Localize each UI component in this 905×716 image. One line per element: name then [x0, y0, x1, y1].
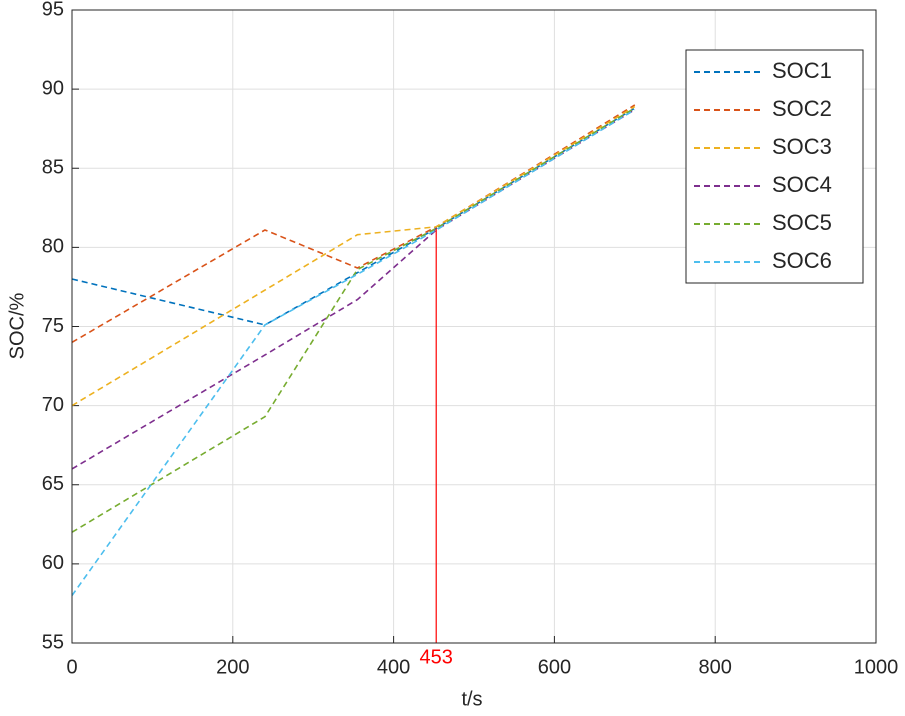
x-tick-label: 800 [699, 656, 732, 678]
y-tick-label: 55 [42, 631, 64, 653]
x-tick-label: 400 [377, 656, 410, 678]
y-tick-label: 80 [42, 236, 64, 258]
series-line [71, 107, 636, 533]
y-tick-label: 95 [42, 0, 64, 20]
legend-label: SOC4 [772, 172, 832, 197]
legend-label: SOC3 [772, 134, 832, 159]
y-tick-label: 65 [42, 473, 64, 495]
x-axis-label: t/s [461, 688, 482, 710]
series-line [71, 109, 636, 596]
y-tick-label: 85 [42, 157, 64, 179]
y-tick-label: 75 [42, 315, 64, 337]
marker-label: 453 [420, 646, 453, 668]
y-tick-label: 90 [42, 77, 64, 99]
legend-label: SOC5 [772, 210, 832, 235]
legend-box [685, 49, 864, 284]
x-tick-label: 0 [66, 656, 77, 678]
x-tick-label: 1000 [854, 656, 899, 678]
y-tick-label: 60 [42, 552, 64, 574]
series-line [71, 105, 636, 407]
y-axis-label: SOC/% [6, 292, 28, 359]
series-line [71, 104, 636, 344]
y-tick-label: 70 [42, 394, 64, 416]
x-tick-label: 200 [216, 656, 249, 678]
legend-label: SOC1 [772, 58, 832, 83]
legend-label: SOC2 [772, 96, 832, 121]
legend-label: SOC6 [772, 248, 832, 273]
x-tick-label: 600 [538, 656, 571, 678]
axes-box [71, 9, 877, 644]
